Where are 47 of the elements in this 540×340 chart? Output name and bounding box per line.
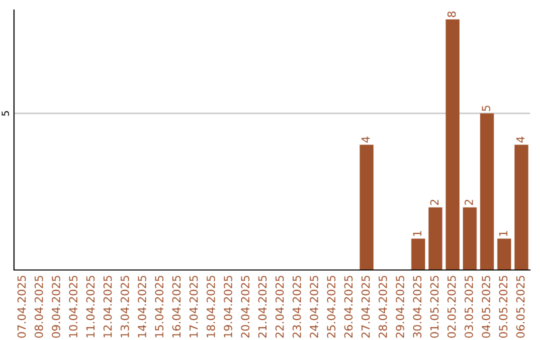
bar <box>514 144 528 270</box>
x-tick-label: 29.04.2025 <box>396 276 404 338</box>
x-tick-label: 19.04.2025 <box>224 276 232 338</box>
x-tick-label: 24.04.2025 <box>310 276 318 338</box>
x-tick-label: 08.04.2025 <box>34 276 44 338</box>
x-tick-label: 25.04.2025 <box>327 276 336 338</box>
x-tick-label: 04.05.2025 <box>482 276 490 338</box>
data-label: 4 <box>516 136 524 143</box>
x-tick-label: 09.04.2025 <box>52 276 60 338</box>
bar <box>411 238 426 270</box>
ref-line-label: 5 <box>2 111 10 116</box>
x-tick-label: 28.04.2025 <box>378 276 388 338</box>
bar <box>462 207 477 270</box>
x-tick-label: 18.04.2025 <box>206 276 216 338</box>
x-tick-label: 21.04.2025 <box>258 276 267 338</box>
data-label: 2 <box>430 200 438 205</box>
x-tick-label: 06.05.2025 <box>516 276 525 338</box>
x-tick-label: 02.05.2025 <box>447 276 456 338</box>
bar <box>446 19 460 270</box>
x-tick-label: 26.04.2025 <box>344 276 353 338</box>
x-tick-label: 17.04.2025 <box>189 276 198 338</box>
x-tick-label: 23.04.2025 <box>292 276 302 338</box>
x-tick-label: 16.04.2025 <box>172 276 181 338</box>
x-tick-label: 27.04.2025 <box>361 276 370 338</box>
x-tick-label: 11.04.2025 <box>86 276 95 338</box>
x-tick-label: 15.04.2025 <box>155 276 164 338</box>
x-tick-label: 07.04.2025 <box>17 276 26 338</box>
x-tick-label: 05.05.2025 <box>499 276 508 338</box>
data-label: 1 <box>413 231 422 236</box>
data-label: 5 <box>482 106 490 111</box>
data-label: 4 <box>362 136 370 143</box>
bar <box>480 113 494 270</box>
x-tick-label: 20.04.2025 <box>241 276 250 338</box>
data-label: 1 <box>499 231 508 236</box>
x-tick-label: 03.05.2025 <box>464 276 474 338</box>
x-tick-label: 30.04.2025 <box>413 276 422 338</box>
x-tick-label: 12.04.2025 <box>103 276 112 338</box>
bar <box>428 207 442 270</box>
x-tick-label: 01.05.2025 <box>430 276 439 338</box>
x-tick-label: 13.04.2025 <box>120 276 130 338</box>
data-label: 2 <box>464 200 473 205</box>
bar <box>497 238 512 270</box>
bar <box>360 144 374 270</box>
x-tick-label: 10.04.2025 <box>69 276 78 338</box>
x-tick-label: 14.04.2025 <box>138 276 146 338</box>
x-tick-label: 22.04.2025 <box>275 276 284 338</box>
data-label: 8 <box>447 12 456 18</box>
